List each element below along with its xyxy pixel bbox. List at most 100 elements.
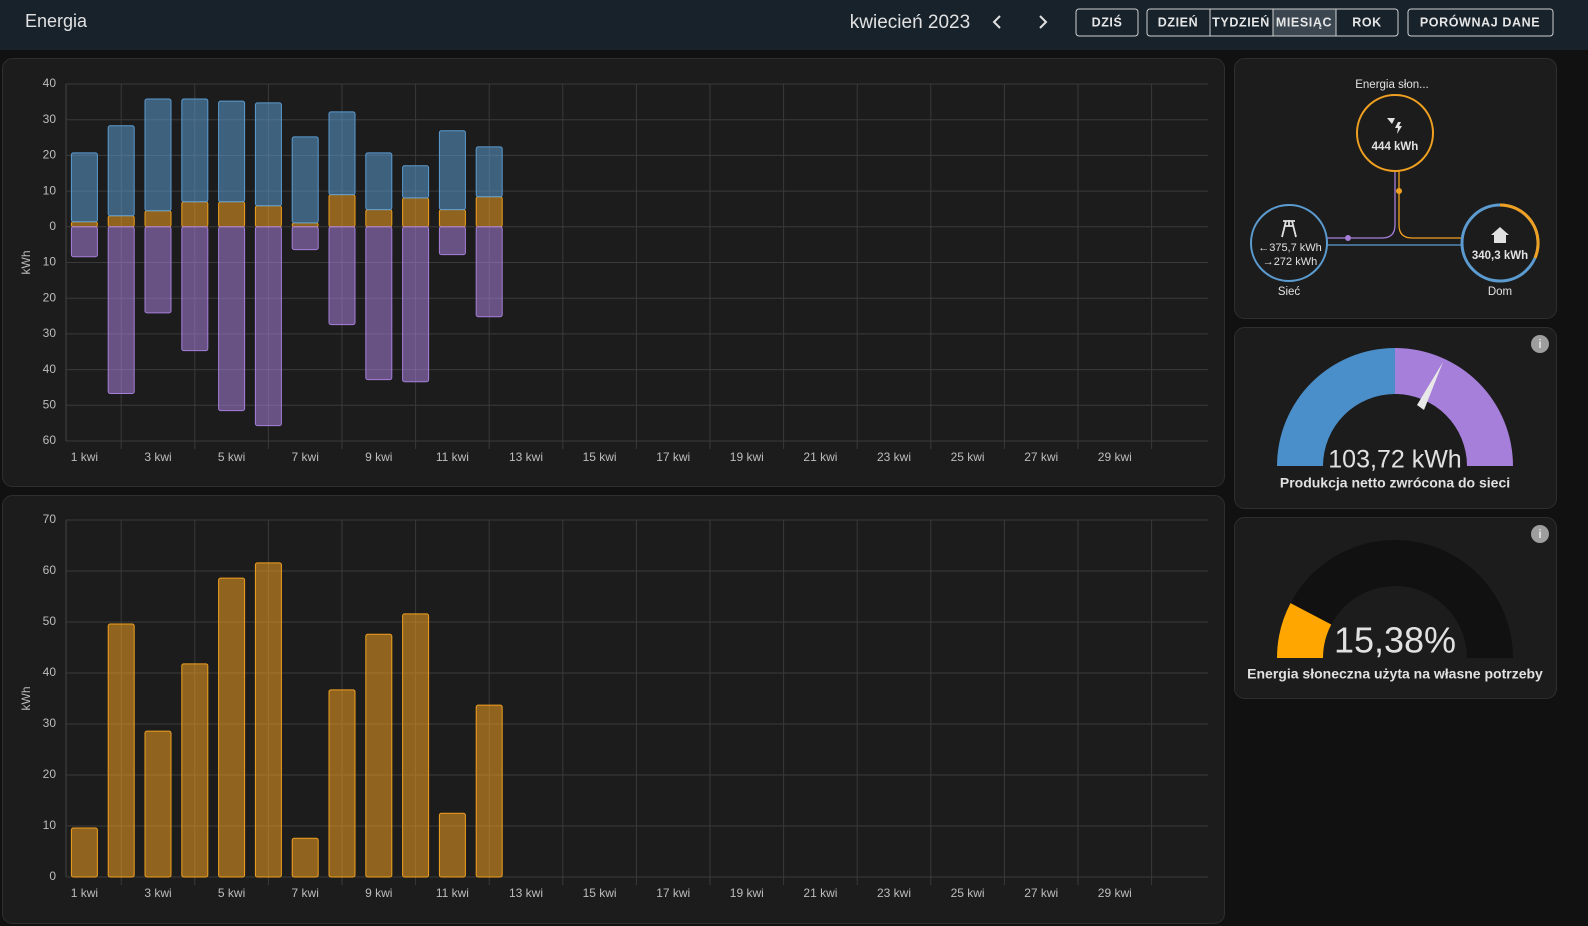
x-tick-label: 11 kwi <box>436 450 469 464</box>
x-tick-label: 25 kwi <box>951 886 985 900</box>
page-title: Energia <box>25 11 88 31</box>
bar <box>107 623 135 878</box>
x-tick-label: 21 kwi <box>803 886 837 900</box>
bar <box>328 226 356 326</box>
grid-out: →272 kWh <box>1263 256 1317 268</box>
grid-icon <box>1281 220 1297 238</box>
bar <box>70 152 98 223</box>
bar <box>365 226 393 381</box>
bar <box>254 102 282 207</box>
bar <box>107 125 135 217</box>
gauge-title: Energia słoneczna użyta na własne potrze… <box>1247 666 1543 682</box>
y-tick-label: 30 <box>43 326 57 340</box>
bar <box>365 152 393 211</box>
x-tick-label: 15 kwi <box>583 886 617 900</box>
bar <box>328 111 356 196</box>
y-tick-label: 70 <box>43 512 57 526</box>
x-tick-label: 3 kwi <box>144 450 171 464</box>
bar <box>402 226 430 383</box>
x-tick-label: 5 kwi <box>218 886 245 900</box>
x-tick-label: 17 kwi <box>656 450 690 464</box>
x-tick-label: 29 kwi <box>1098 886 1132 900</box>
info-glyph: i <box>1538 527 1541 541</box>
bar <box>438 226 466 256</box>
x-tick-label: 7 kwi <box>292 886 319 900</box>
y-tick-label: 0 <box>49 869 56 883</box>
x-tick-label: 9 kwi <box>365 450 392 464</box>
bar <box>70 226 98 258</box>
year-button[interactable]: ROK <box>1352 15 1382 29</box>
solar-label: Energia słon... <box>1355 79 1429 91</box>
y-axis-label: kWh <box>19 251 33 275</box>
bar <box>144 210 172 228</box>
info-glyph: i <box>1538 337 1541 351</box>
bar <box>475 196 503 228</box>
week-button[interactable]: TYDZIEŃ <box>1212 14 1270 29</box>
x-tick-label: 3 kwi <box>144 886 171 900</box>
day-button[interactable]: DZIEŃ <box>1158 14 1199 29</box>
bar <box>107 215 135 228</box>
info-icon[interactable] <box>1531 525 1549 543</box>
bar <box>475 146 503 198</box>
bar <box>181 201 209 228</box>
solar-value: 444 kWh <box>1372 141 1419 153</box>
y-axis-label: kWh <box>19 687 33 711</box>
grid-node[interactable] <box>1250 204 1328 282</box>
solar-icon <box>1387 118 1402 134</box>
flow-dot <box>1396 188 1402 194</box>
bar <box>144 730 172 878</box>
x-tick-label: 11 kwi <box>436 886 469 900</box>
y-tick-label: 60 <box>43 433 57 447</box>
solar-node[interactable] <box>1356 94 1434 172</box>
bar <box>254 205 282 228</box>
x-tick-label: 17 kwi <box>656 886 690 900</box>
today-button[interactable] <box>1075 8 1139 37</box>
y-tick-label: 0 <box>49 219 56 233</box>
x-tick-label: 13 kwi <box>509 450 543 464</box>
grid-label: Sieć <box>1278 286 1301 298</box>
compare-button[interactable] <box>1407 8 1554 37</box>
flow-dot <box>1345 235 1351 241</box>
month-button[interactable]: MIESIĄC <box>1276 15 1332 29</box>
chart-card <box>2 495 1225 924</box>
x-tick-label: 7 kwi <box>292 450 319 464</box>
y-tick-label: 50 <box>43 397 57 411</box>
info-icon[interactable] <box>1531 335 1549 353</box>
x-tick-label: 23 kwi <box>877 886 911 900</box>
bar <box>107 226 135 395</box>
bar <box>144 226 172 314</box>
compare-label: PORÓWNAJ DANE <box>1420 14 1540 29</box>
y-tick-label: 60 <box>43 563 57 577</box>
home-label: Dom <box>1488 286 1512 298</box>
gauge-value: 15,38% <box>1334 620 1456 661</box>
gauge-track <box>1277 540 1513 658</box>
bar <box>291 136 319 224</box>
flow-line <box>1327 171 1396 239</box>
bar <box>365 633 393 878</box>
bar <box>218 226 246 412</box>
bar <box>475 226 503 318</box>
x-tick-label: 9 kwi <box>365 886 392 900</box>
y-tick-label: 10 <box>43 255 57 269</box>
bar <box>328 194 356 228</box>
x-tick-label: 27 kwi <box>1024 450 1058 464</box>
bar <box>328 689 356 878</box>
x-tick-label: 27 kwi <box>1024 886 1058 900</box>
bar <box>475 704 503 878</box>
next-button[interactable] <box>1039 15 1048 29</box>
x-tick-label: 13 kwi <box>509 886 543 900</box>
bar <box>291 226 319 251</box>
x-tick-label: 15 kwi <box>583 450 617 464</box>
y-tick-label: 30 <box>43 716 57 730</box>
bar <box>438 130 466 211</box>
header-bar <box>0 0 1588 50</box>
home-icon <box>1491 227 1509 243</box>
gauge-title: Produkcja netto zwrócona do sieci <box>1280 475 1510 491</box>
y-tick-label: 50 <box>43 614 57 628</box>
bar <box>144 98 172 212</box>
prev-button[interactable] <box>992 15 1001 29</box>
home-value: 340,3 kWh <box>1472 250 1528 262</box>
bar <box>365 209 393 228</box>
